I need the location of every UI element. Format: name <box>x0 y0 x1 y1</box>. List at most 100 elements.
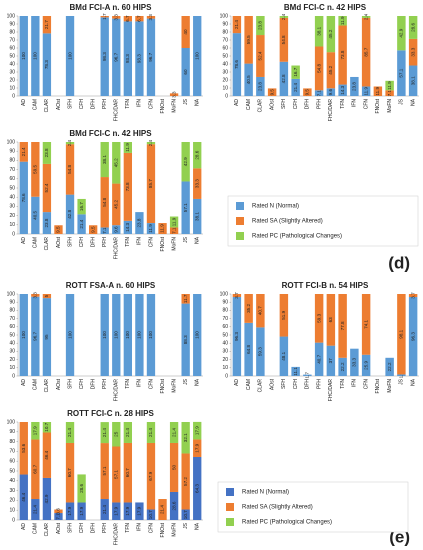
value-label: 2.4 <box>281 13 286 20</box>
x-tick-label: CLAR <box>44 379 50 393</box>
x-tick-label: PFH <box>316 379 322 389</box>
x-tick-label: AOst <box>56 98 62 110</box>
value-label: 10.7 <box>148 510 153 519</box>
value-label: 25.9 <box>363 360 368 369</box>
value-label: 17.9 <box>137 506 142 515</box>
value-label: 9.5 <box>305 89 310 96</box>
value-label: 11.9 <box>340 16 345 25</box>
x-tick-label: NA <box>410 98 416 106</box>
value-label: 9.5 <box>269 89 274 96</box>
value-label: 95 <box>44 334 49 340</box>
value-label: 40.7 <box>316 354 321 363</box>
bar-segment <box>279 61 289 96</box>
bar-segment <box>19 474 28 520</box>
x-tick-label: JS <box>399 378 405 385</box>
value-label: 33.3 <box>194 179 199 188</box>
value-label: 54.8 <box>316 63 321 72</box>
value-label: 3.3 <box>114 14 119 21</box>
chart-title: ROTT FCI-B n. 54 HIPS <box>282 281 369 290</box>
y-tick-label: 80 <box>222 29 228 35</box>
bar-segment <box>88 225 98 234</box>
x-tick-label: AD <box>21 237 27 244</box>
value-label: 32.1 <box>183 433 188 442</box>
bar-segment <box>146 18 156 96</box>
value-label: 57.2 <box>183 477 188 486</box>
bar-segment <box>326 16 336 53</box>
y-tick-label: 90 <box>9 149 15 155</box>
y-tick-label: 70 <box>9 316 15 322</box>
value-label: 88.3 <box>183 335 188 344</box>
bar-segment <box>373 86 383 96</box>
value-label: 98.1 <box>399 329 404 338</box>
y-tick-label: 30 <box>9 69 15 75</box>
y-tick-label: 60 <box>9 324 15 330</box>
value-label: 21.4 <box>148 428 153 437</box>
bar-segment <box>232 16 242 34</box>
value-label: 23.8 <box>44 148 49 157</box>
y-tick-label: 90 <box>9 300 15 306</box>
value-label: 38.1 <box>102 155 107 164</box>
bar-segment <box>181 181 190 234</box>
value-label: 11.9 <box>148 224 153 233</box>
bar-segment <box>100 294 109 376</box>
bar-segment <box>77 474 86 503</box>
x-tick-label: AD <box>21 99 27 106</box>
y-tick-label: 30 <box>9 488 15 494</box>
y-tick-label: 0 <box>12 373 15 379</box>
value-label: 74.1 <box>363 319 368 328</box>
bar-segment <box>338 357 347 376</box>
legend-box <box>227 195 419 247</box>
value-label: 3.3 <box>171 91 176 98</box>
value-label: 73.8 <box>340 50 345 59</box>
y-tick-label: 20 <box>9 498 15 504</box>
chart-title: ROTT FCI-C n. 28 HIPS <box>67 409 154 418</box>
y-tick-label: 40 <box>9 341 15 347</box>
y-tick-label: 90 <box>9 429 15 435</box>
y-tick-label: 10 <box>9 222 15 228</box>
bar-segment <box>42 432 52 478</box>
bar-segment <box>232 297 242 376</box>
legend-label: Rated SA (Slightly Altered) <box>242 505 313 511</box>
value-label: 100 <box>125 331 130 339</box>
y-tick-label: 100 <box>7 419 16 425</box>
bar-segment <box>31 142 40 197</box>
value-label: 85.7 <box>363 47 368 56</box>
value-label: 7.1 <box>171 227 176 234</box>
bar-segment <box>112 142 121 184</box>
value-label: 45.2 <box>114 199 119 208</box>
x-tick-label: CFH <box>293 99 299 110</box>
y-tick-label: 50 <box>222 53 228 59</box>
x-tick-label: MoFN <box>387 379 393 393</box>
value-label: 100 <box>67 331 72 339</box>
x-tick-label: TFN <box>125 237 131 247</box>
bar-segment <box>100 17 109 96</box>
x-tick-label: FNOst <box>160 378 166 393</box>
value-label: 59.3 <box>258 347 263 356</box>
x-tick-label: CLAR <box>44 237 50 251</box>
bar-segment <box>279 17 289 62</box>
x-tick-label: PFH <box>102 523 108 533</box>
bar-segment <box>146 223 156 234</box>
y-tick-label: 30 <box>9 349 15 355</box>
x-tick-label: TFN <box>340 379 346 389</box>
bar-segment <box>256 327 265 376</box>
value-label: 45.2 <box>328 29 333 38</box>
y-tick-label: 0 <box>225 93 228 99</box>
value-label: 100 <box>114 331 119 339</box>
bar-segment <box>169 491 179 520</box>
x-tick-label: CFN <box>148 523 154 534</box>
x-tick-label: FNOst <box>160 236 166 251</box>
value-label: 54.8 <box>67 165 72 174</box>
bar-segment <box>256 35 265 77</box>
legend-swatch <box>226 503 234 511</box>
bar-segment <box>181 422 190 454</box>
bar-segment <box>193 456 202 520</box>
x-tick-label: CFN <box>148 379 154 390</box>
value-label: 16.7 <box>293 67 298 76</box>
bar-segment <box>77 214 86 234</box>
bar-segment <box>100 142 109 178</box>
value-label: 59.5 <box>33 164 38 173</box>
bar-segment <box>244 63 253 96</box>
x-tick-label: TFN <box>125 99 131 109</box>
legend-swatch <box>226 488 234 496</box>
